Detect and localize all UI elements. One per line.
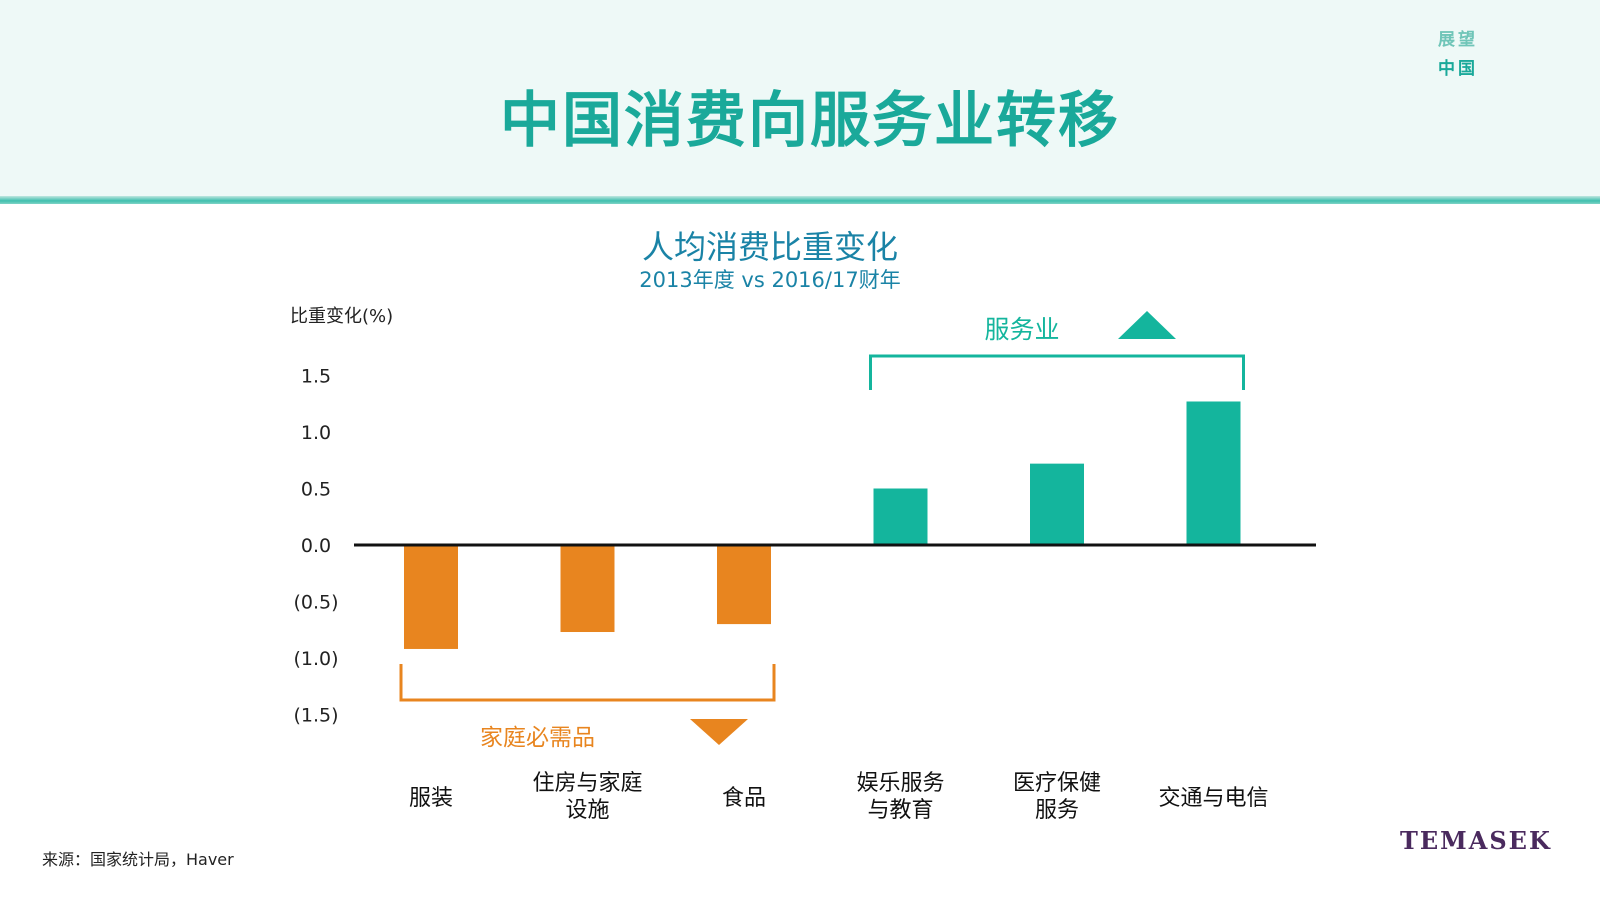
header-divider — [0, 196, 1600, 204]
y-tick-label: 1.5 — [301, 366, 331, 388]
y-tick-label: 1.0 — [301, 422, 331, 444]
page-title: 中国消费向服务业转移 — [500, 86, 1120, 156]
up-arrow-icon — [1118, 311, 1176, 339]
category-label: 娱乐服务 — [856, 771, 944, 796]
category-label: 食品 — [722, 786, 766, 811]
source-note: 来源：国家统计局，Haver — [42, 850, 234, 869]
bar — [717, 545, 771, 625]
group-label-services: 服务业 — [984, 315, 1059, 344]
y-tick-label: 0.0 — [301, 535, 331, 557]
group-bracket-services — [869, 354, 1245, 390]
group-bracket-necessities — [399, 664, 776, 702]
chart-subtitle: 2013年度 vs 2016/17财年 — [639, 268, 901, 292]
category-label: 设施 — [565, 798, 609, 823]
down-arrow-icon — [690, 719, 748, 745]
header-band — [0, 0, 1600, 198]
chart-title: 人均消费比重变化 — [641, 228, 898, 266]
brand-logo: TEMASEK — [1400, 826, 1552, 855]
badge-line-2: 中国 — [1438, 59, 1478, 79]
category-label: 服务 — [1035, 798, 1079, 823]
y-tick-label: (1.0) — [293, 648, 338, 670]
category-label: 服装 — [409, 786, 453, 811]
bar — [873, 488, 928, 545]
y-tick-label: 0.5 — [301, 479, 331, 501]
y-tick-label: (0.5) — [293, 592, 338, 614]
y-tick-label: (1.5) — [293, 705, 338, 727]
bar — [1030, 463, 1084, 545]
category-label: 交通与电信 — [1158, 786, 1268, 811]
group-label-necessities: 家庭必需品 — [480, 725, 595, 751]
bar — [1186, 401, 1241, 545]
corner-badge: 展望 中国 — [1438, 26, 1498, 84]
category-label: 医疗保健 — [1013, 771, 1101, 796]
category-label: 住房与家庭 — [532, 771, 642, 796]
category-label: 与教育 — [867, 798, 933, 823]
bar — [560, 545, 615, 633]
bar — [404, 545, 458, 649]
y-axis-label: 比重变化(%) — [290, 306, 393, 327]
badge-line-1: 展望 — [1438, 30, 1478, 50]
